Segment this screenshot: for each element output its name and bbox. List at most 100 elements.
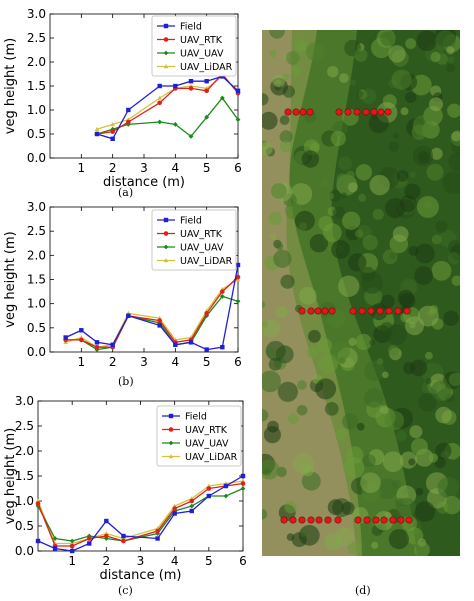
vegetation-texture — [338, 275, 360, 297]
transect-marker — [380, 516, 388, 524]
vegetation-texture — [268, 211, 283, 226]
panel-label-d: (d) — [355, 584, 371, 597]
uav-uav-point-marker — [188, 134, 194, 139]
vegetation-texture — [315, 378, 337, 400]
transect-marker — [358, 307, 366, 315]
legend-label: Field — [180, 22, 202, 33]
x-tick-label: 4 — [172, 161, 180, 175]
y-tick-label: 0.0 — [15, 544, 34, 558]
y-tick-label: 1.5 — [27, 273, 46, 287]
chart-a: 0.0 0.5 1.0 1.5 2.0 2.5 3.0 1 2 3 4 5 6 veg height (m… — [3, 7, 242, 190]
series-uav-lidar — [63, 277, 241, 349]
vegetation-texture — [376, 358, 384, 365]
field-point-marker — [79, 328, 84, 333]
vegetation-texture — [384, 410, 405, 431]
field-point-marker — [110, 342, 115, 347]
transect-marker — [394, 307, 402, 315]
vegetation-texture — [356, 422, 365, 431]
vegetation-texture — [369, 174, 390, 196]
vegetation-texture — [386, 324, 408, 346]
y-axis-label: veg height (m) — [3, 231, 18, 327]
vegetation-texture — [405, 527, 424, 545]
vegetation-texture — [425, 351, 433, 360]
vegetation-texture — [447, 103, 460, 118]
vegetation-texture — [372, 208, 384, 220]
field-point-marker — [157, 323, 162, 328]
x-tick-label: 4 — [172, 355, 180, 369]
y-tick-label: 0.0 — [27, 345, 46, 359]
transect-marker — [376, 307, 384, 315]
transect-marker — [284, 108, 292, 116]
vegetation-texture — [425, 378, 432, 385]
field-point-marker — [155, 536, 160, 541]
legend-box — [151, 209, 237, 271]
vegetation-texture — [297, 42, 307, 52]
vegetation-texture — [412, 145, 434, 167]
vegetation-texture — [290, 65, 301, 77]
uav-uav-point-marker — [103, 536, 109, 541]
vegetation-texture — [339, 73, 349, 83]
vegetation-texture — [371, 541, 379, 549]
y-tick-label: 1.0 — [27, 297, 46, 311]
vegetation-texture — [269, 233, 277, 241]
series-line-uav-rtk — [37, 482, 244, 547]
vegetation-texture — [309, 234, 329, 253]
legend-label: Field — [180, 216, 202, 227]
transect-marker — [298, 307, 306, 315]
vegetation-texture — [430, 380, 452, 402]
vegetation-texture — [408, 458, 416, 466]
vegetation-texture — [355, 333, 372, 351]
transect-marker — [321, 307, 329, 315]
vegetation-texture — [429, 97, 443, 112]
uav-uav-point-marker — [163, 244, 169, 250]
uav-rtk-point-marker — [157, 318, 162, 323]
vegetation-texture — [279, 140, 292, 153]
series-line-field — [96, 75, 239, 140]
uav-rtk-point-marker — [126, 119, 131, 125]
vegetation-texture — [271, 183, 287, 199]
vegetation-texture — [442, 171, 460, 194]
vegetation-texture — [435, 442, 452, 459]
y-tick-label: 0.5 — [15, 519, 34, 533]
legend-label: UAV_LiDAR — [180, 256, 233, 267]
vegetation-texture — [277, 381, 298, 402]
vegetation-texture — [416, 30, 438, 52]
transect-marker — [377, 108, 385, 116]
vegetation-texture — [280, 274, 295, 289]
uav-rtk-point-marker — [163, 37, 169, 42]
uav-uav-point-marker — [110, 126, 116, 132]
uav-uav-point-marker — [163, 50, 169, 56]
uav-uav-point-marker — [155, 531, 160, 536]
vegetation-texture — [364, 388, 384, 408]
vegetation-texture — [412, 115, 434, 136]
panel-label-b: (b) — [118, 375, 134, 388]
transect-marker — [389, 516, 397, 524]
legend-label: UAV_UAV — [180, 49, 224, 60]
vegetation-texture — [409, 425, 423, 439]
x-axis-label: distance (m) — [103, 175, 185, 190]
vegetation-texture — [435, 220, 448, 233]
field-point-marker — [94, 340, 100, 345]
series-line-field — [65, 264, 239, 351]
vegetation-texture — [405, 38, 417, 50]
x-tick-label: 2 — [109, 355, 117, 369]
vegetation-texture — [269, 30, 285, 39]
series-uav-lidar — [35, 478, 246, 546]
vegetation-texture — [435, 30, 456, 52]
vegetation-texture — [405, 91, 417, 104]
field-point-marker — [235, 262, 241, 268]
series-uav-uav — [35, 486, 246, 544]
vegetation-texture — [340, 192, 347, 199]
uav-uav-point-marker — [157, 119, 163, 125]
vegetation-texture — [392, 132, 399, 139]
vegetation-texture — [431, 260, 452, 281]
uav-rtk-point-marker — [204, 311, 209, 316]
series-field — [94, 74, 241, 141]
vegetation-texture — [308, 329, 321, 343]
transect-marker — [403, 307, 411, 315]
legend-box — [156, 405, 242, 467]
y-tick-label: 1.5 — [15, 469, 34, 483]
vegetation-texture — [348, 253, 367, 272]
y-tick-label: 2.0 — [15, 444, 34, 458]
